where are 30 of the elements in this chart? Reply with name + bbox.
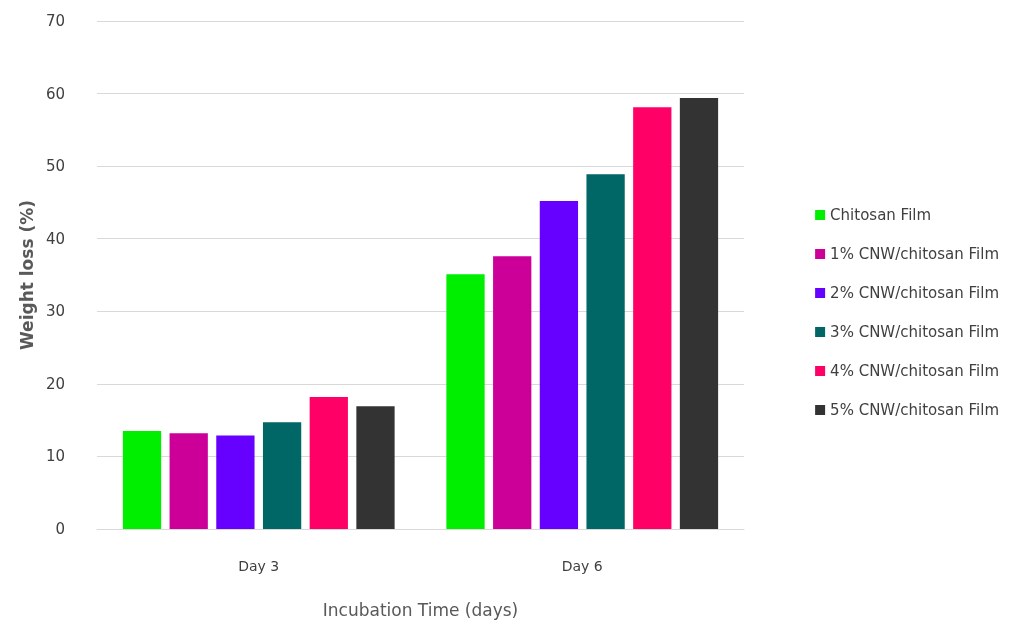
legend-label: 2% CNW/chitosan Film bbox=[830, 284, 999, 302]
bar bbox=[122, 431, 162, 529]
bar bbox=[633, 107, 672, 529]
y-tick-label: 0 bbox=[55, 520, 65, 538]
legend-label: Chitosan Film bbox=[830, 206, 932, 224]
x-axis-title: Incubation Time (days) bbox=[322, 599, 519, 620]
y-tick-label: 70 bbox=[45, 12, 65, 30]
legend-label: 5% CNW/chitosan Film bbox=[830, 401, 999, 419]
legend-label: 3% CNW/chitosan Film bbox=[830, 323, 999, 341]
y-tick-label: 10 bbox=[45, 447, 65, 466]
bar bbox=[493, 256, 532, 529]
y-axis-title: Weight loss (%) bbox=[16, 199, 37, 351]
x-tick-label: Day 6 bbox=[561, 558, 603, 574]
bar bbox=[216, 435, 255, 529]
y-tick-label: 30 bbox=[45, 302, 65, 321]
x-tick-label: Day 3 bbox=[238, 558, 280, 574]
bar bbox=[262, 422, 302, 529]
y-tick-label: 40 bbox=[45, 229, 65, 248]
y-tick-label: 60 bbox=[45, 84, 65, 103]
bar bbox=[446, 274, 485, 529]
bar bbox=[309, 396, 348, 529]
y-tick-label: 20 bbox=[45, 374, 65, 393]
bar bbox=[679, 97, 719, 529]
bar bbox=[539, 200, 579, 529]
bar bbox=[356, 406, 395, 529]
legend-label: 1% CNW/chitosan Film bbox=[830, 245, 999, 263]
legend-label: 4% CNW/chitosan Film bbox=[830, 362, 999, 380]
bar bbox=[169, 433, 208, 529]
bar bbox=[586, 174, 625, 529]
y-tick-label: 50 bbox=[45, 157, 65, 176]
